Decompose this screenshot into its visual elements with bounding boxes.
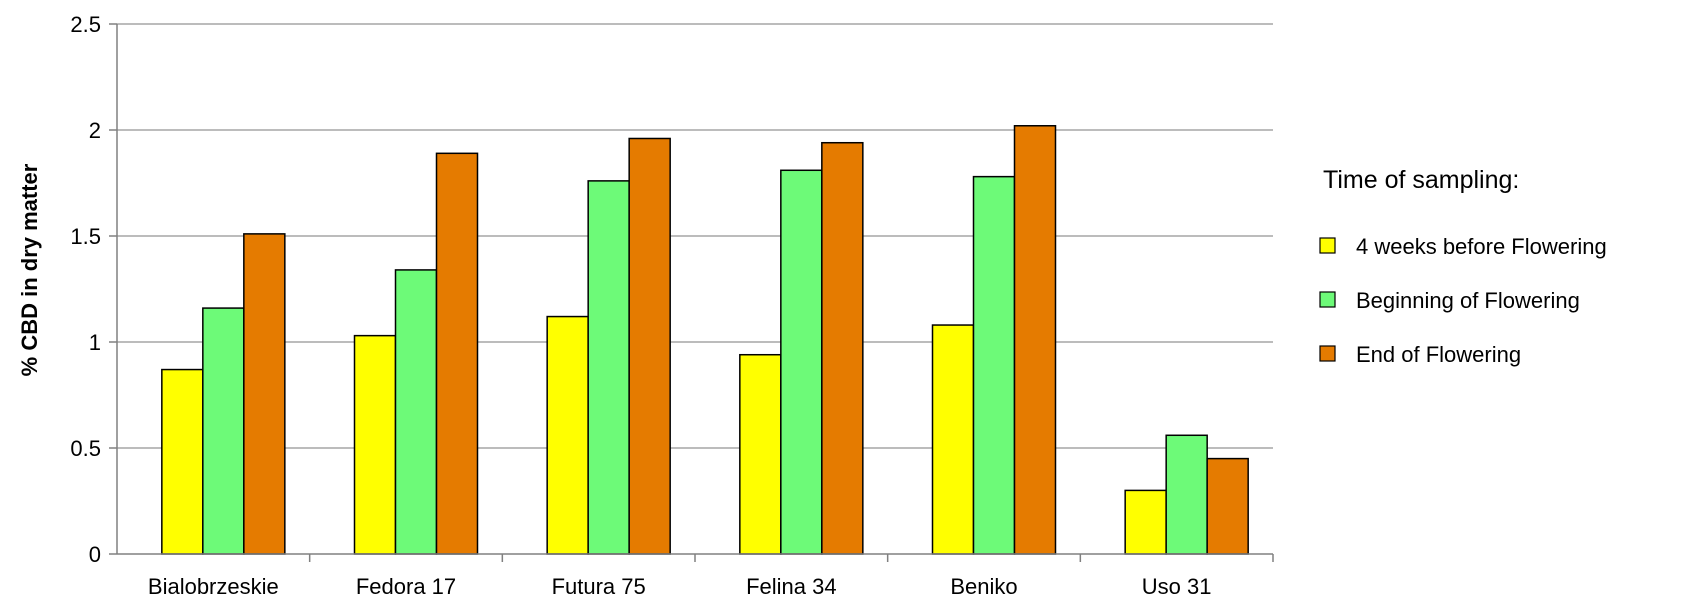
bar [1124,489,1167,555]
legend-title: Time of sampling: [1323,166,1519,194]
bars [161,125,1249,555]
gridlines [117,23,1273,449]
y-axis-title: % CBD in dry matter [17,163,42,376]
legend-swatch [1319,345,1336,362]
bar [353,334,397,555]
bar [821,141,864,555]
bar [394,269,438,555]
bar [931,324,975,555]
x-tick-label: Futura 75 [552,574,646,599]
y-tick-label: 1.5 [70,224,101,249]
bar [202,307,245,555]
bar [587,180,630,555]
axes: 0 0.5 1 1.5 2 2.5 Bialobrzeskie Fedora 17 Futura… [70,12,1274,599]
bar [1206,457,1249,555]
bar [435,152,479,555]
legend-swatch [1319,237,1336,254]
x-tick-label: Felina 34 [746,574,837,599]
bar [161,368,204,555]
bar [243,233,286,555]
y-tick-label: 1 [89,330,101,355]
x-tick-label: Fedora 17 [356,574,456,599]
legend-label: End of Flowering [1356,342,1521,367]
legend-swatch [1319,291,1336,308]
y-tick-label: 2 [89,118,101,143]
legend: Time of sampling: 4 weeks before Floweri… [1319,166,1607,367]
x-tick-label: Uso 31 [1142,574,1212,599]
legend-label: Beginning of Flowering [1356,288,1580,313]
bar [1165,434,1208,555]
y-tick-label: 0 [89,542,101,567]
y-tick-label: 2.5 [70,12,101,37]
bar [739,353,782,555]
x-tick-label: Bialobrzeskie [148,574,279,599]
legend-label: 4 weeks before Flowering [1356,234,1607,259]
bar [628,137,671,555]
bar [972,175,1016,555]
bar [780,169,823,555]
y-tick-label: 0.5 [70,436,101,461]
bar [1013,125,1057,555]
x-tick-label: Beniko [950,574,1017,599]
bar [546,315,589,555]
